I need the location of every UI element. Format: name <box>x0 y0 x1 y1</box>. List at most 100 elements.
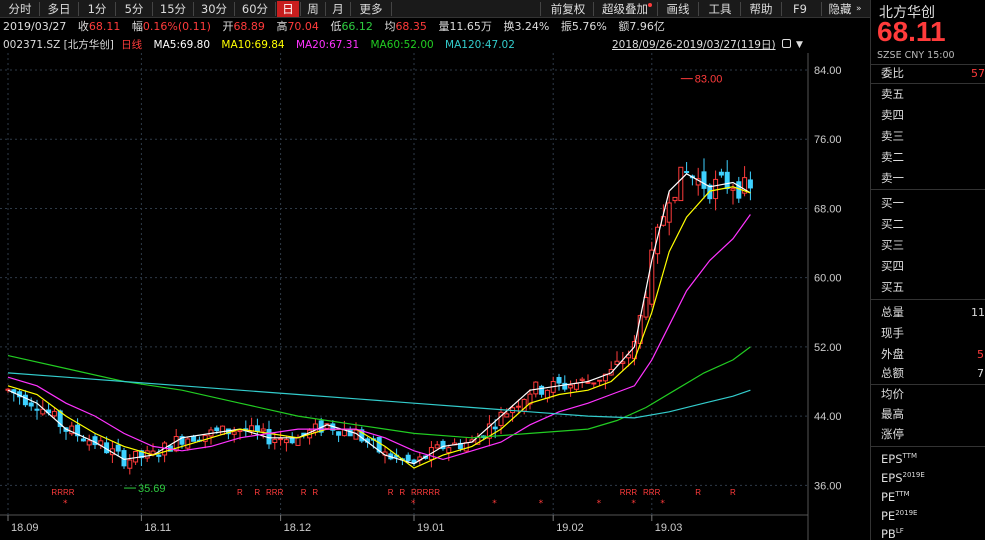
r-marker: R <box>730 488 736 497</box>
current-price: 68.11 <box>877 16 946 47</box>
tab-daily[interactable]: 日 <box>277 1 299 17</box>
candle-up <box>713 178 719 200</box>
candle-down <box>747 179 753 189</box>
outer-volume-label: 外盘 <box>881 347 904 361</box>
help-button[interactable]: 帮助 <box>749 2 773 16</box>
candle-up <box>655 226 661 255</box>
tab-intraday[interactable]: 分时 <box>8 2 32 16</box>
candle-down <box>562 382 568 390</box>
turnover-label: 换 <box>503 20 515 33</box>
bid-2-label: 买二 <box>881 217 904 231</box>
r-marker: R <box>695 488 701 497</box>
exchange-meta: SZSE CNY 15:00 <box>877 50 955 61</box>
turnover-value: 3.24% <box>514 20 550 33</box>
tab-15min[interactable]: 15分 <box>159 2 187 16</box>
candle-up <box>515 405 521 408</box>
ma10-label: MA10:69.84 <box>221 39 285 51</box>
candle-up <box>649 249 655 305</box>
candle-down <box>75 424 81 437</box>
r-marker: R <box>626 488 632 497</box>
total-amount-value: 7 <box>977 367 984 380</box>
volume-label: 量 <box>438 20 450 33</box>
order-ratio-value: 57 <box>971 67 985 80</box>
candle-up <box>86 440 92 446</box>
r-marker: R <box>423 488 429 497</box>
highest-label: 最高 <box>881 407 904 421</box>
kline-chart[interactable]: 84.00 76.00 68.00 60.00 52.00 44.00 36.00 18.09… <box>0 53 865 540</box>
hide-button[interactable]: 隐藏 <box>828 2 852 16</box>
date-range-link[interactable]: 2018/09/26-2019/03/27(119日) <box>612 39 776 51</box>
tab-monthly[interactable]: 月 <box>332 2 344 16</box>
candle-up <box>730 188 736 191</box>
ma-line-ma120 <box>7 372 751 419</box>
candle-down <box>701 171 707 189</box>
r-marker: R <box>428 488 434 497</box>
r-marker: R <box>643 488 649 497</box>
candle-down <box>724 171 730 190</box>
candle-up <box>185 438 191 449</box>
candle-up <box>260 428 266 432</box>
candle-up <box>69 425 75 435</box>
tab-1min[interactable]: 1分 <box>87 2 107 16</box>
dropdown-triangle-icon[interactable]: ▼ <box>796 40 803 50</box>
candle-down <box>359 429 365 442</box>
pe-2019e-label: PE2019E <box>881 508 918 523</box>
candle-up <box>614 360 620 365</box>
tab-30min[interactable]: 30分 <box>200 2 228 16</box>
bid-5-label: 买五 <box>881 280 904 294</box>
candle-up <box>463 442 469 452</box>
candle-down <box>57 410 63 427</box>
order-ratio-label: 委比 <box>881 66 904 80</box>
candle-down <box>191 435 197 442</box>
quote-info-bar: 2019/03/27 收68.11 幅0.16%(0.11) 开68.89 高7… <box>0 18 870 36</box>
ask-4-label: 卖四 <box>881 108 904 122</box>
candle-down <box>214 427 220 432</box>
amount-label: 额 <box>618 20 630 33</box>
candle-down <box>539 385 545 395</box>
forward-adjust-button[interactable]: 前复权 <box>550 2 586 16</box>
ask-3-label: 卖三 <box>881 129 904 143</box>
candle-down <box>347 429 353 437</box>
r-marker: R <box>434 488 440 497</box>
tab-5min[interactable]: 5分 <box>124 2 144 16</box>
super-overlay-button[interactable]: 超级叠加 <box>602 2 648 16</box>
candle-down <box>266 429 272 445</box>
tab-60min[interactable]: 60分 <box>241 2 269 16</box>
draw-line-button[interactable]: 画线 <box>666 2 690 16</box>
candle-down <box>556 376 562 384</box>
stock-code: 002371.SZ <box>3 39 61 51</box>
candle-up <box>533 381 539 395</box>
candle-down <box>405 454 411 462</box>
candle-up <box>150 450 156 455</box>
swing-label: 振 <box>560 20 572 33</box>
pb-lf-label: PBLF <box>881 526 904 540</box>
tools-button[interactable]: 工具 <box>708 2 732 16</box>
stock-title: 北方华创 <box>879 5 935 21</box>
period-label: 日线 <box>121 39 143 51</box>
candle-down <box>138 450 144 459</box>
double-chevron-icon[interactable]: » <box>856 4 862 14</box>
candle-down <box>80 438 86 442</box>
ma-line-ma60 <box>7 346 751 439</box>
eps-2019e-label: EPS2019E <box>881 470 925 485</box>
candle-down <box>492 426 498 430</box>
tab-multi-day[interactable]: 多日 <box>47 2 71 16</box>
limit-up-label: 涨停 <box>881 427 904 441</box>
amount-value: 7.96亿 <box>629 20 665 33</box>
bid-4-label: 买四 <box>881 259 904 273</box>
x-tick-label: 19.03 <box>655 522 683 534</box>
f9-button[interactable]: F9 <box>793 2 807 16</box>
settings-icon[interactable] <box>782 39 791 48</box>
candle-down <box>22 394 28 406</box>
close-value: 68.11 <box>88 20 121 33</box>
swing-value: 5.76% <box>571 20 607 33</box>
candle-down <box>254 425 260 432</box>
ask-2-label: 卖二 <box>881 150 904 164</box>
x-tick-label: 19.02 <box>556 522 584 534</box>
r-marker: R <box>399 488 405 497</box>
candle-down <box>336 431 342 436</box>
tab-more[interactable]: 更多 <box>359 2 383 16</box>
r-marker: R <box>312 488 318 497</box>
tab-weekly[interactable]: 周 <box>307 2 319 16</box>
candle-up <box>446 447 452 454</box>
